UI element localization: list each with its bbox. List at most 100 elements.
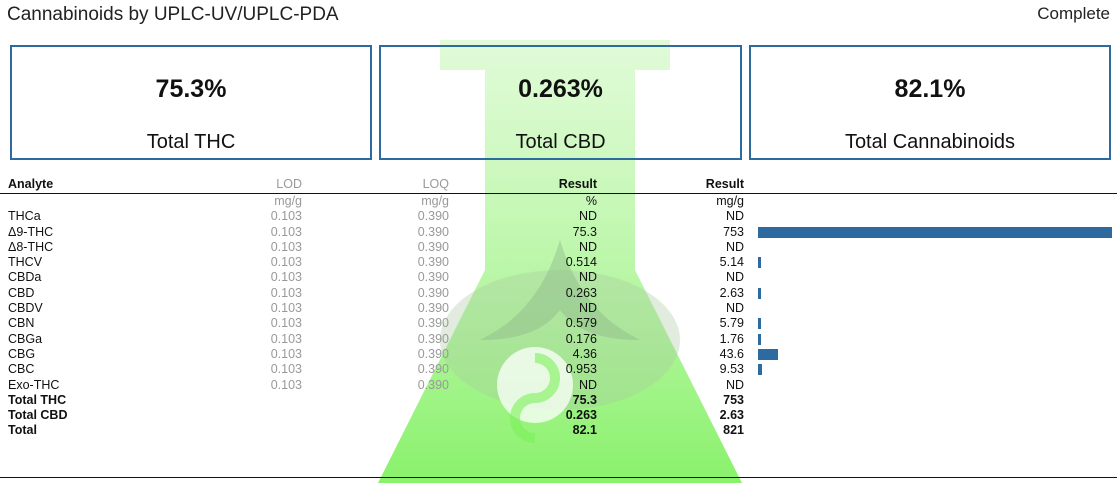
table-row: CBC 0.103 0.390 0.953 9.53 [0, 362, 1117, 377]
result-mg: 43.6 [719, 346, 744, 361]
loq-value: 0.390 [417, 346, 449, 361]
analyte-name: CBC [8, 362, 35, 377]
result-bar [758, 226, 1112, 238]
result-bar [758, 333, 761, 345]
total-row: Total 82.1 821 [0, 423, 1117, 438]
table-row: THCa 0.103 0.390 ND ND [0, 209, 1117, 224]
loq-value: 0.390 [417, 270, 449, 285]
lod-value: 0.103 [270, 331, 302, 346]
result-mg: ND [725, 209, 744, 224]
unit-result-pct: % [585, 194, 597, 208]
analyte-name: Exo-THC [8, 377, 60, 392]
result-pct: 0.514 [565, 255, 597, 270]
unit-loq: mg/g [421, 194, 449, 208]
loq-value: 0.390 [417, 255, 449, 270]
loq-value: 0.390 [417, 331, 449, 346]
status-label: Complete [1037, 4, 1110, 23]
table-row: CBG 0.103 0.390 4.36 43.6 [0, 347, 1117, 362]
lod-value: 0.103 [270, 224, 302, 239]
header-loq: LOQ [422, 177, 449, 191]
loq-value: 0.390 [417, 209, 449, 224]
loq-value: 0.390 [417, 377, 449, 392]
page-title: Cannabinoids by UPLC-UV/UPLC-PDA [7, 4, 339, 25]
lod-value: 0.103 [270, 270, 302, 285]
result-pct: 0.176 [565, 331, 597, 346]
total-name: Total CBD [8, 408, 68, 423]
flask-leaf-watermark-icon [378, 40, 742, 483]
analyte-name: CBGa [8, 331, 43, 346]
total-row: Total THC 75.3 753 [0, 393, 1117, 408]
loq-value: 0.390 [417, 301, 449, 316]
table-row: CBN 0.103 0.390 0.579 5.79 [0, 316, 1117, 331]
total-row: Total CBD 0.263 2.63 [0, 408, 1117, 423]
header-result-mg: Result [705, 177, 744, 191]
total-name: Total THC [8, 392, 67, 407]
loq-value: 0.390 [417, 316, 449, 331]
result-pct: ND [578, 270, 597, 285]
card-total-cbd: 0.263% Total CBD [379, 45, 742, 160]
result-bar [758, 318, 761, 330]
result-mg: ND [725, 270, 744, 285]
table-row: Δ8-THC 0.103 0.390 ND ND [0, 240, 1117, 255]
result-mg: 753 [723, 224, 744, 239]
lod-value: 0.103 [270, 362, 302, 377]
lod-value: 0.103 [270, 377, 302, 392]
lod-value: 0.103 [270, 301, 302, 316]
total-mg: 821 [723, 423, 744, 438]
result-bar [758, 287, 761, 299]
card-label: Total Cannabinoids [844, 131, 1016, 153]
cannabinoid-results-table: Analyte LOD LOQ Result Result mg/g mg/g … [0, 176, 1117, 439]
loq-value: 0.390 [417, 224, 449, 239]
lod-value: 0.103 [270, 209, 302, 224]
result-pct: ND [578, 209, 597, 224]
total-pct: 82.1 [572, 423, 597, 438]
result-pct: ND [578, 377, 597, 392]
table-row: CBGa 0.103 0.390 0.176 1.76 [0, 332, 1117, 347]
result-pct: 0.579 [565, 316, 597, 331]
table-row: CBD 0.103 0.390 0.263 2.63 [0, 286, 1117, 301]
result-pct: ND [578, 239, 597, 254]
result-pct: ND [578, 301, 597, 316]
analyte-name: THCV [8, 255, 43, 270]
unit-result-mg: mg/g [716, 194, 744, 208]
total-mg: 753 [723, 392, 744, 407]
card-value: 75.3% [155, 75, 227, 103]
analyte-name: THCa [8, 209, 41, 224]
result-bar [758, 364, 762, 376]
table-row: Δ9-THC 0.103 0.390 75.3 753 [0, 225, 1117, 240]
total-pct: 0.263 [565, 408, 597, 423]
table-row: THCV 0.103 0.390 0.514 5.14 [0, 255, 1117, 270]
table-header-row: Analyte LOD LOQ Result Result [0, 176, 1117, 194]
loq-value: 0.390 [417, 239, 449, 254]
card-value: 82.1% [894, 75, 966, 103]
result-pct: 4.36 [572, 346, 597, 361]
result-mg: ND [725, 301, 744, 316]
total-pct: 75.3 [572, 392, 597, 407]
analyte-name: CBG [8, 346, 36, 361]
card-total-cannabinoids: 82.1% Total Cannabinoids [749, 45, 1111, 160]
result-bar [758, 257, 761, 269]
table-bottom-rule [0, 477, 1117, 478]
card-label: Total CBD [515, 131, 606, 153]
card-total-thc: 75.3% Total THC [10, 45, 372, 160]
result-mg: ND [725, 377, 744, 392]
lod-value: 0.103 [270, 239, 302, 254]
lod-value: 0.103 [270, 285, 302, 300]
header-lod: LOD [276, 177, 302, 191]
result-pct: 75.3 [572, 224, 597, 239]
table-row: CBDa 0.103 0.390 ND ND [0, 270, 1117, 285]
result-pct: 0.953 [565, 362, 597, 377]
card-value: 0.263% [518, 75, 603, 103]
result-pct: 0.263 [565, 285, 597, 300]
table-row: Exo-THC 0.103 0.390 ND ND [0, 378, 1117, 393]
result-mg: 5.14 [719, 255, 744, 270]
result-mg: 2.63 [719, 285, 744, 300]
result-mg: 9.53 [719, 362, 744, 377]
result-bar [758, 348, 778, 360]
table-units-row: mg/g mg/g % mg/g [0, 194, 1117, 209]
result-mg: 5.79 [719, 316, 744, 331]
analyte-name: CBD [8, 285, 35, 300]
lod-value: 0.103 [270, 346, 302, 361]
result-mg: ND [725, 239, 744, 254]
loq-value: 0.390 [417, 285, 449, 300]
